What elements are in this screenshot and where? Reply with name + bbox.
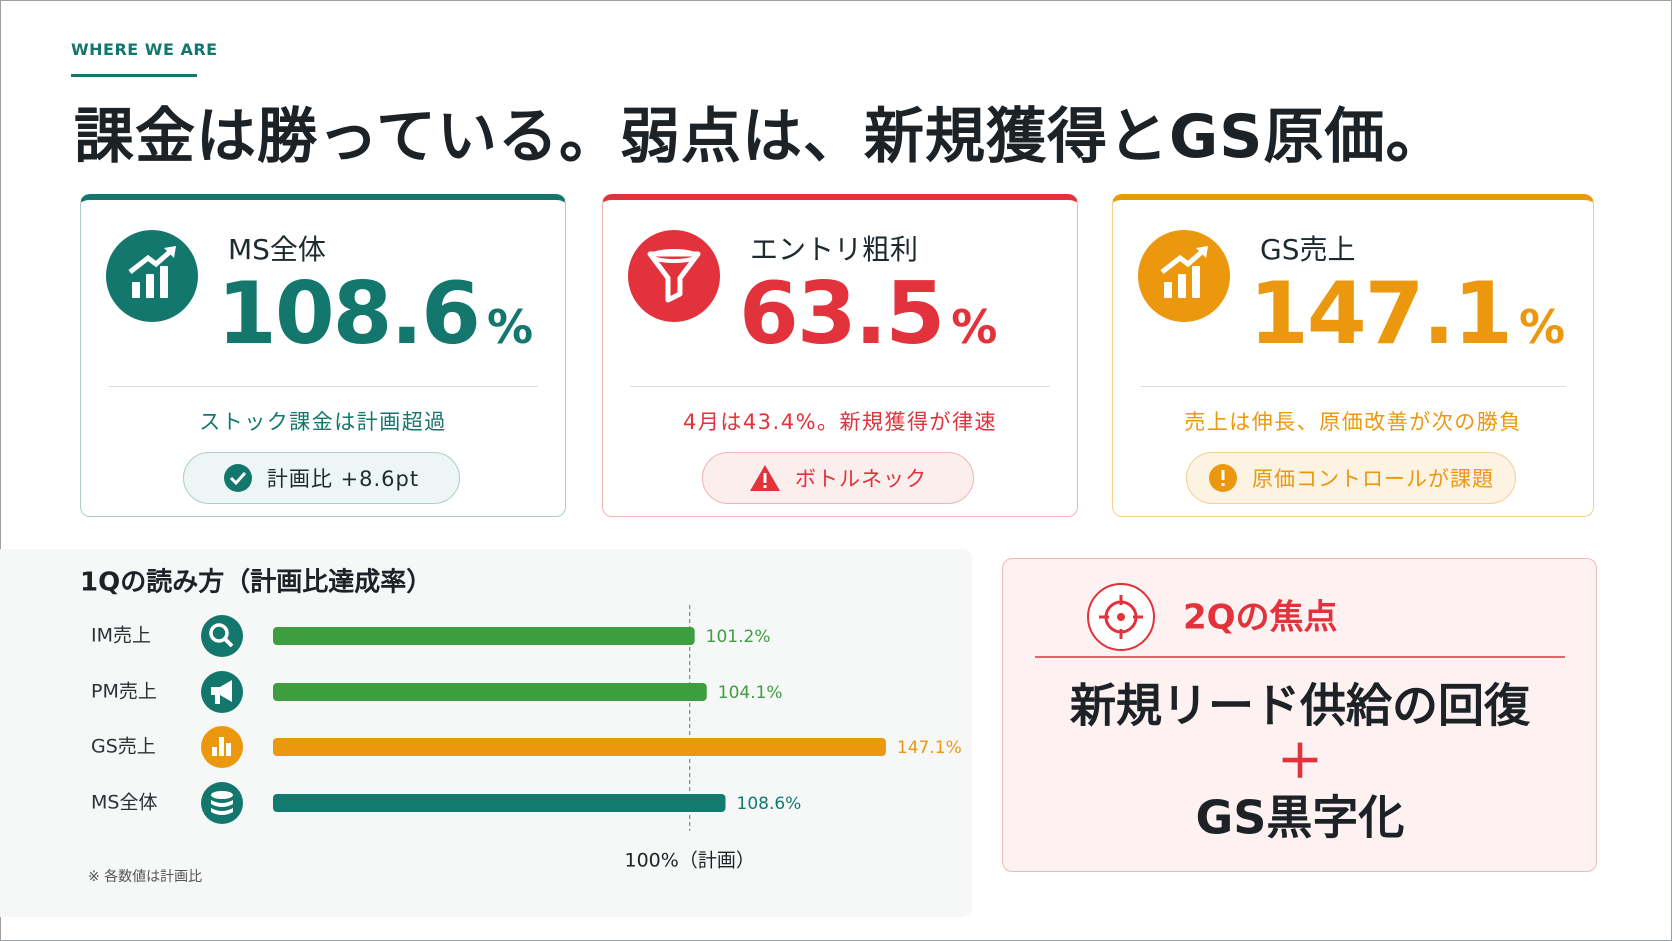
value-label: 108.6%	[737, 794, 802, 814]
value: 108.6	[217, 264, 481, 364]
card-label: エントリ粗利	[750, 233, 919, 266]
card-note: 4月は43.4%。新規獲得が律速	[682, 410, 998, 434]
category-label: PM売上	[91, 681, 157, 703]
kpi-card: GS売上 147.1% 売上は伸長、原価改善が次の勝負原価コントロールが課題	[1112, 194, 1594, 517]
eyebrow-underline	[71, 74, 197, 77]
focus-line: GS黒字化	[1196, 791, 1405, 845]
badge-icon	[223, 464, 252, 492]
reference-label: 100%（計画）	[625, 850, 755, 872]
focus-title: 2Qの焦点	[1183, 598, 1338, 638]
kpi-card: エントリ粗利 63.5% 4月は43.4%。新規獲得が律速ボトルネック	[602, 194, 1078, 517]
unit: %	[951, 300, 998, 354]
unit: %	[487, 300, 534, 354]
card-label: GS売上	[1260, 233, 1356, 266]
card-note: 売上は伸長、原価改善が次の勝負	[1184, 410, 1522, 434]
value-label: 101.2%	[706, 627, 771, 647]
status-badge: 計画比 +8.6pt	[182, 452, 460, 504]
badge-text: 計画比 +8.6pt	[266, 467, 420, 491]
unit: %	[1519, 300, 1566, 354]
kpi-card: MS全体 108.6% ストック課金は計画超過計画比 +8.6pt	[80, 194, 566, 517]
category-icon	[201, 671, 243, 713]
card-value: 63.5%	[739, 264, 997, 364]
focus-line: 新規リード供給の回復	[1070, 679, 1531, 733]
card-value: 147.1%	[1249, 264, 1565, 364]
bar	[273, 794, 726, 812]
value-label: 104.1%	[718, 683, 783, 703]
badge-text: ボトルネック	[795, 467, 927, 491]
target-icon	[1087, 583, 1155, 651]
bar	[273, 738, 886, 756]
value: 63.5	[739, 264, 945, 364]
category-label: MS全体	[91, 792, 157, 814]
card-icon	[628, 230, 720, 322]
bar-chart: 1Qの読み方（計画比達成率） ※ 各数値は計画比 100%（計画） IM売上 101…	[80, 568, 962, 886]
status-badge: 原価コントロールが課題	[1186, 452, 1516, 504]
bar	[273, 683, 707, 701]
category-icon	[201, 615, 243, 657]
value: 147.1	[1249, 264, 1513, 364]
icon-glyph	[647, 249, 701, 303]
chart-title: 1Qの読み方（計画比達成率）	[80, 568, 432, 598]
category-label: GS売上	[91, 736, 156, 758]
badge-icon	[1209, 464, 1237, 492]
badge-text: 原価コントロールが課題	[1252, 467, 1494, 491]
chart-panel: 1Qの読み方（計画比達成率） ※ 各数値は計画比 100%（計画） IM売上 101…	[0, 549, 972, 917]
bar	[273, 627, 695, 645]
category-icon	[201, 782, 243, 824]
badge-icon	[750, 465, 780, 491]
focus-graphic: 2Qの焦点 新規リード供給の回復 ＋ GS黒字化	[1035, 583, 1565, 845]
card-icon	[1138, 230, 1230, 322]
status-badge: ボトルネック	[702, 452, 974, 504]
focus-plus: ＋	[1277, 735, 1323, 789]
focus-box: 2Qの焦点 新規リード供給の回復 ＋ GS黒字化	[1002, 558, 1597, 872]
divider	[1140, 386, 1566, 387]
card-value: 108.6%	[217, 264, 533, 364]
value-label: 147.1%	[897, 738, 962, 758]
card-note: ストック課金は計画超過	[199, 410, 447, 434]
icon-glyph	[1160, 246, 1208, 298]
card-icon	[106, 230, 198, 322]
chart-note: ※ 各数値は計画比	[88, 869, 202, 885]
category-icon	[201, 726, 243, 768]
divider	[108, 386, 538, 387]
card-label: MS全体	[228, 233, 326, 266]
divider	[630, 386, 1050, 387]
headline: 課金は勝っている。弱点は、新規獲得とGS原価。	[74, 102, 1447, 172]
icon-glyph	[128, 246, 176, 298]
category-label: IM売上	[91, 625, 151, 647]
eyebrow: WHERE WE ARE	[71, 40, 218, 59]
